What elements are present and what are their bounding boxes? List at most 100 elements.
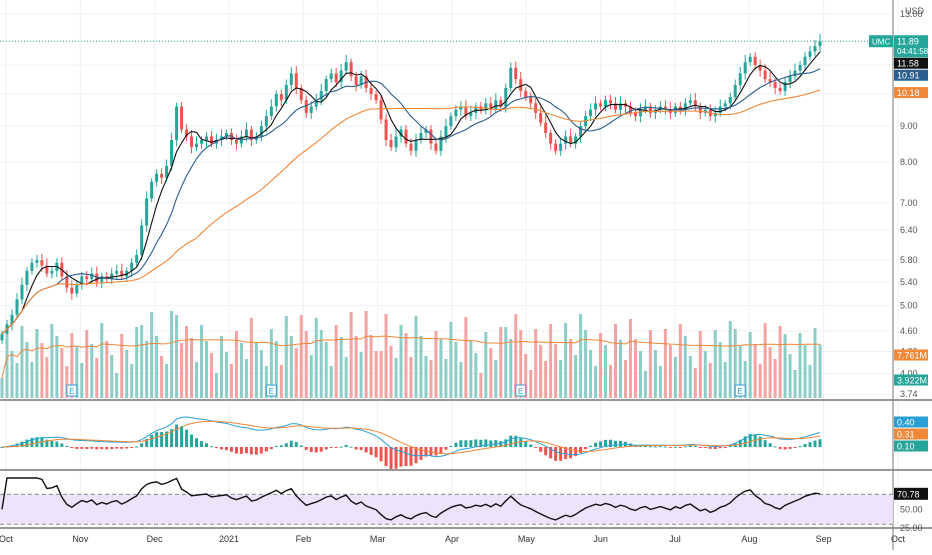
earnings-marker xyxy=(265,384,277,397)
candle-body xyxy=(35,260,39,263)
time-tick-label: Jul xyxy=(669,534,681,544)
candle-body xyxy=(289,73,293,86)
macd-histogram-bar xyxy=(354,447,358,450)
macd-histogram-bar xyxy=(534,447,538,449)
macd-histogram-bar xyxy=(90,447,94,449)
volume-bar xyxy=(609,365,613,398)
volume-bar xyxy=(259,350,263,398)
candle-body xyxy=(648,106,652,113)
candle-body xyxy=(284,85,288,101)
candle-body xyxy=(678,106,682,110)
earnings-marker-label: E xyxy=(738,387,743,396)
candle-body xyxy=(389,140,393,148)
macd-histogram-bar xyxy=(763,440,767,447)
volume-bar xyxy=(618,340,622,398)
candle-body xyxy=(379,100,383,120)
candle-body xyxy=(20,284,24,300)
volume-bar xyxy=(574,355,578,398)
macd-histogram-bar xyxy=(474,439,478,447)
currency-label[interactable]: USD xyxy=(905,6,925,16)
macd-histogram-bar xyxy=(334,447,338,448)
volume-bar xyxy=(504,327,508,398)
candle-body xyxy=(70,287,74,294)
macd-histogram-bar xyxy=(708,447,712,449)
volume-bar xyxy=(594,366,598,398)
candle-body xyxy=(758,64,762,71)
volume-bar xyxy=(554,344,558,398)
volume-bar xyxy=(668,345,672,398)
macd-histogram-bar xyxy=(190,434,194,447)
macd-histogram-bar xyxy=(95,447,99,450)
candle-body xyxy=(474,106,478,113)
candle-body xyxy=(663,106,667,110)
volume-bar xyxy=(683,336,687,398)
volume-bar xyxy=(254,342,258,398)
volume-bar xyxy=(579,314,583,398)
last-price-tag: 11.89 xyxy=(897,37,919,47)
volume-bar xyxy=(678,324,682,398)
macd-histogram-bar xyxy=(379,447,383,462)
earnings-marker xyxy=(734,384,746,397)
candle-body xyxy=(165,165,169,178)
candle-body xyxy=(404,129,408,144)
candle-body xyxy=(449,116,453,127)
time-tick-label: Oct xyxy=(891,534,906,544)
macd-histogram-bar xyxy=(798,446,802,448)
macd-histogram-bar xyxy=(339,446,343,448)
macd-histogram-bar xyxy=(274,445,278,447)
candle-body xyxy=(589,109,593,117)
candle-body xyxy=(359,76,363,86)
volume-bar xyxy=(10,351,14,398)
macd-histogram-bar xyxy=(788,447,792,449)
macd-histogram-bar xyxy=(170,429,174,447)
macd-histogram-bar xyxy=(85,447,89,450)
volume-bar xyxy=(698,331,702,398)
macd-histogram-bar xyxy=(414,447,418,464)
earnings-marker xyxy=(515,384,527,397)
candle-body xyxy=(419,133,423,141)
macd-histogram-bar xyxy=(254,447,258,455)
volume-bar xyxy=(369,335,373,398)
volume-bar xyxy=(359,352,363,398)
price-tick-label: 4.60 xyxy=(900,326,918,336)
volume-bar xyxy=(818,344,822,398)
volume-bar xyxy=(793,370,797,398)
volume-bar xyxy=(209,353,213,398)
candle-body xyxy=(773,82,777,88)
candle-body xyxy=(304,100,308,113)
macd-histogram-bar xyxy=(40,437,44,447)
candle-body xyxy=(339,70,343,83)
price-pane[interactable] xyxy=(0,33,893,345)
volume-bar xyxy=(494,360,498,398)
candle-body xyxy=(344,62,348,71)
candle-body xyxy=(594,103,598,110)
macd-histogram-tag: 0.10 xyxy=(897,442,915,452)
volume-bar xyxy=(170,311,174,398)
candle-body xyxy=(743,62,747,74)
macd-histogram-bar xyxy=(728,445,732,447)
candle-body xyxy=(549,133,553,144)
macd-histogram-bar xyxy=(618,440,622,447)
macd-histogram-bar xyxy=(773,446,777,448)
candle-body xyxy=(234,140,238,144)
volume-bar xyxy=(733,329,737,398)
macd-histogram-bar xyxy=(668,447,672,448)
volume-bar xyxy=(419,336,423,398)
volume-bar xyxy=(75,347,79,398)
candle-body xyxy=(439,136,443,151)
volume-bar xyxy=(803,345,807,398)
candle-body xyxy=(299,87,303,101)
countdown-tag: 04:41:58 xyxy=(897,47,929,56)
macd-histogram-bar xyxy=(658,446,662,448)
volume-bar xyxy=(459,362,463,398)
volume-bar xyxy=(648,330,652,398)
candle-body xyxy=(599,103,603,107)
volume-bar xyxy=(628,319,632,398)
macd-histogram-bar xyxy=(449,445,453,447)
macd-histogram-bar xyxy=(249,447,253,455)
volume-bar xyxy=(643,371,647,398)
ma-mid-line xyxy=(1,68,821,335)
macd-histogram-bar xyxy=(663,446,667,448)
